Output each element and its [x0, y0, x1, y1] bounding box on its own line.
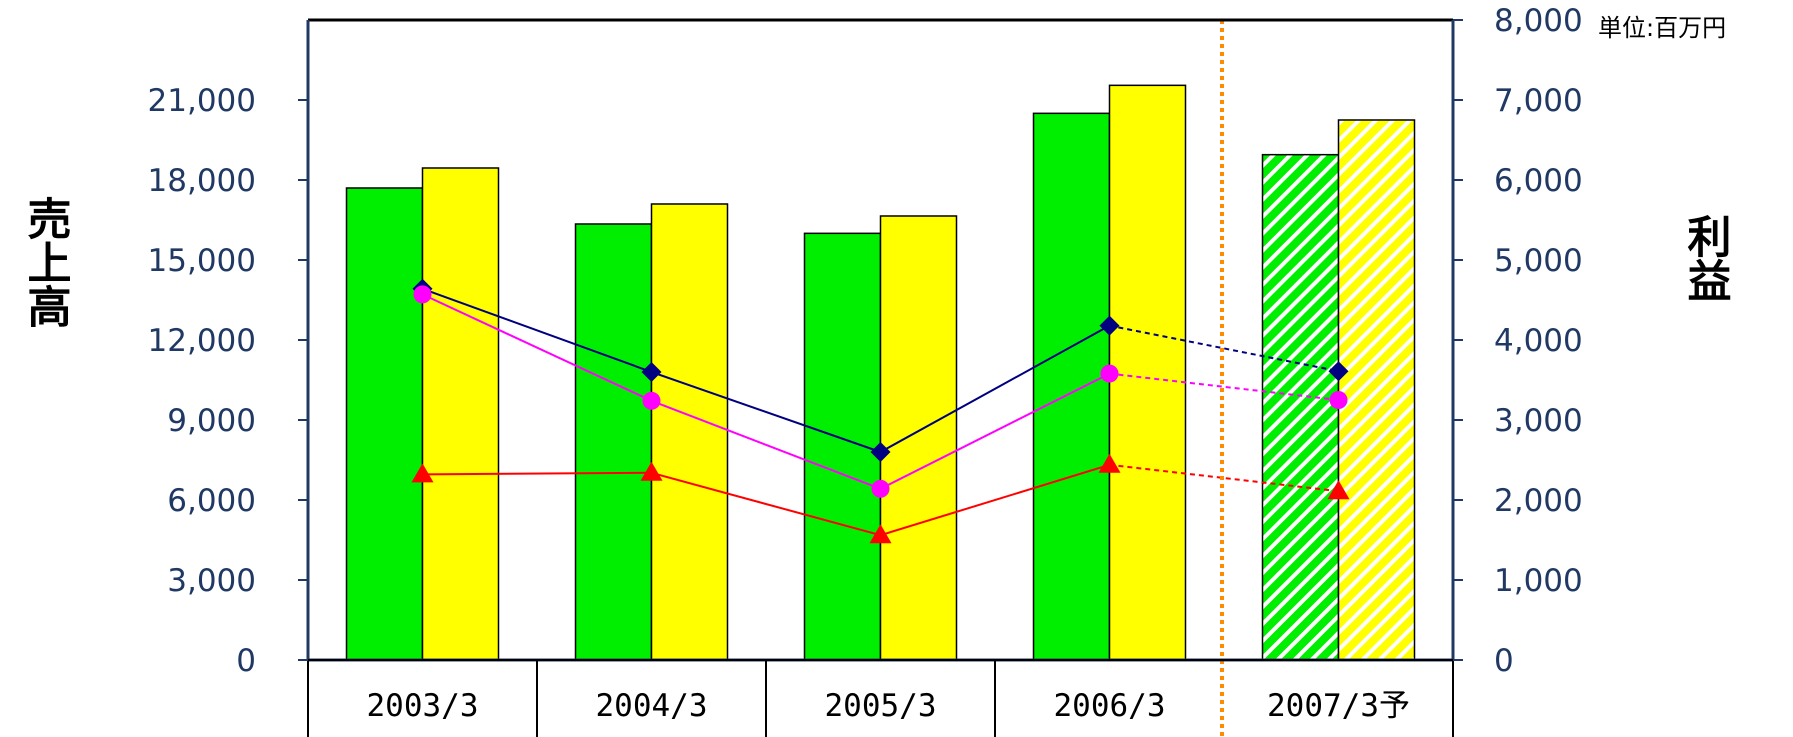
marker-s2-1: [642, 391, 661, 410]
left-tick-label-6: 18,000: [148, 163, 256, 199]
marker-s2-0: [413, 285, 432, 304]
left-tick-label-0: 0: [236, 643, 256, 679]
right-tick-label-0: 0: [1494, 643, 1514, 679]
right-tick-label-2: 2,000: [1494, 483, 1583, 519]
marker-s1-4: [1328, 361, 1349, 382]
right-tick-label-3: 3,000: [1494, 403, 1583, 439]
category-label-1: 2004/3: [596, 688, 708, 724]
line-s3-seg-2: [880, 463, 1110, 537]
line-s1-seg-1: [651, 371, 881, 453]
right-axis-title: 利益: [1680, 214, 1732, 302]
unit-label: 単位:百万円: [1598, 14, 1726, 42]
line-s3-seg-1: [651, 471, 881, 537]
line-s1-seg-3: [1109, 324, 1339, 373]
marker-s1-1: [641, 362, 662, 382]
line-s3-seg-3: [1109, 463, 1339, 493]
bar-s1-4: [1261, 153, 1340, 661]
marker-s3-1: [640, 461, 663, 481]
right-tick-label-7: 7,000: [1494, 83, 1583, 119]
left-tick-label-3: 9,000: [167, 403, 256, 439]
bars: [345, 84, 1416, 661]
bar-s2-3: [1108, 84, 1187, 661]
category-label-0: 2003/3: [367, 688, 479, 724]
marker-s3-4: [1327, 480, 1350, 500]
marker-s3-0: [411, 463, 434, 483]
right-tick-label-5: 5,000: [1494, 243, 1583, 279]
line-s2-seg-3: [1109, 372, 1339, 401]
left-tick-label-5: 15,000: [148, 243, 256, 279]
category-table: [307, 659, 1454, 737]
marker-s2-4: [1329, 391, 1348, 409]
marker-s1-3: [1099, 315, 1120, 336]
right-tick-label-1: 1,000: [1494, 563, 1583, 599]
bar-s1-0: [345, 187, 424, 661]
marker-s2-3: [1100, 364, 1119, 383]
left-tick-label-2: 6,000: [167, 483, 256, 519]
profit-lines: [411, 278, 1350, 544]
line-s3-seg-0: [422, 471, 652, 476]
plot-frame: [298, 18, 1463, 737]
category-label-3: 2006/3: [1054, 688, 1166, 724]
axis-ticks: 2003/3 2004/3 2005/3 2006/3 2007/3予 0 3,000 6,0…: [148, 3, 1583, 724]
bar-s2-1: [650, 203, 729, 661]
marker-s3-3: [1098, 453, 1121, 473]
bar-s2-4: [1337, 119, 1416, 661]
line-s1-seg-0: [422, 287, 652, 373]
left-tick-label-1: 3,000: [167, 563, 256, 599]
line-s1-seg-2: [880, 324, 1110, 453]
left-tick-label-4: 12,000: [148, 323, 256, 359]
bar-s1-1: [574, 223, 653, 661]
marker-s2-2: [871, 479, 890, 498]
category-label-4: 2007/3予: [1267, 688, 1410, 724]
marker-s3-2: [869, 524, 892, 544]
right-tick-label-6: 6,000: [1494, 163, 1583, 199]
bar-s1-3: [1032, 112, 1111, 661]
line-s2-seg-0: [422, 293, 652, 402]
line-s2-seg-1: [651, 399, 881, 490]
bar-s1-2: [803, 232, 882, 661]
right-tick-label-8: 8,000: [1494, 3, 1583, 39]
category-label-2: 2005/3: [825, 688, 937, 724]
left-axis-title: 売上高: [20, 196, 72, 328]
line-s2-seg-2: [880, 372, 1110, 490]
marker-s1-2: [870, 442, 891, 462]
bar-s2-0: [421, 167, 500, 661]
right-tick-label-4: 4,000: [1494, 323, 1583, 359]
left-tick-label-7: 21,000: [148, 83, 256, 119]
bar-s2-2: [879, 215, 958, 661]
